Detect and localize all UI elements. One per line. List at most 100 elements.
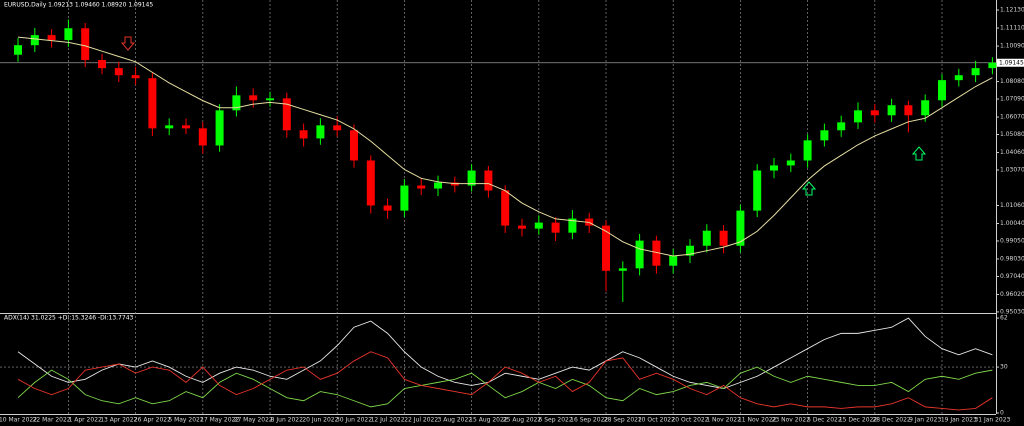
candle-body — [316, 125, 325, 139]
x-tick-label: 17 May 2022 — [200, 417, 239, 424]
candle-body — [501, 190, 510, 226]
current-price-box — [997, 58, 1024, 67]
y-tick-label: 0.96020 — [1000, 291, 1024, 298]
x-tick-label: 25 Aug 2022 — [503, 417, 542, 424]
y-tick-label: 0 — [1000, 410, 1004, 417]
chart-title: EURUSD,Daily 1.09213 1.09460 1.08920 1.0… — [4, 2, 153, 9]
current-price-label: 1.09145 — [999, 59, 1024, 66]
y-tick-label: 1.06070 — [1000, 114, 1024, 121]
x-tick-label: 28 Sep 2022 — [604, 417, 642, 424]
candle-body — [417, 185, 426, 189]
candle-body — [803, 140, 812, 161]
x-tick-label: 6 Sep 2022 — [538, 417, 572, 424]
x-tick-label: 23 Nov 2022 — [772, 417, 811, 424]
candle-body — [266, 98, 274, 101]
x-tick-label: 5 Dec 2022 — [807, 417, 842, 424]
candle-body — [114, 68, 123, 76]
x-tick-label: 26 Apr 2022 — [134, 417, 171, 424]
candle-body — [366, 160, 375, 206]
x-tick-label: 10 Oct 2022 — [638, 417, 675, 424]
x-tick-label: 10 Mar 2022 — [0, 417, 37, 424]
candle-body — [820, 130, 829, 141]
candle-body — [215, 110, 224, 146]
y-tick-label: 1.10090 — [1000, 43, 1024, 50]
candle-body — [702, 230, 711, 246]
x-tick-label: 20 Oct 2022 — [671, 417, 708, 424]
candle-body — [30, 35, 39, 46]
candle-body — [165, 125, 174, 129]
x-tick-label: 3 Aug 2022 — [437, 417, 472, 424]
candle-body — [350, 130, 358, 161]
x-tick-label: 9 Jan 2023 — [909, 417, 941, 424]
candle-body — [652, 240, 661, 266]
indicator-line — [17, 351, 993, 411]
candle-body — [484, 170, 493, 191]
y-tick-label: 30 — [1000, 364, 1008, 371]
candle-body — [81, 28, 90, 61]
y-tick-label: 1.03070 — [1000, 167, 1024, 174]
candle-body — [753, 170, 762, 211]
x-tick-label: 27 May 2022 — [234, 417, 273, 424]
candle-body — [870, 110, 879, 116]
y-tick-label: 1.05080 — [1000, 131, 1024, 138]
candle-body — [400, 185, 409, 211]
indicator-line — [17, 317, 993, 389]
x-tick-label: 15 Dec 2022 — [839, 417, 878, 424]
candle-body — [854, 110, 862, 123]
y-tick-label: 1.07090 — [1000, 96, 1024, 103]
candle-body — [64, 28, 73, 41]
candle-body — [383, 205, 392, 211]
candle-body — [249, 95, 258, 101]
x-tick-label: 8 Jun 2022 — [271, 417, 303, 424]
x-tick-label: 16 Sep 2022 — [570, 417, 608, 424]
candle-body — [618, 268, 627, 271]
candle-body — [534, 222, 543, 229]
candle-body — [904, 105, 913, 116]
y-tick-label: 1.04060 — [1000, 149, 1024, 156]
indicator-title: ADX(14) 31.0225 +DI:15.3246 -DI:13.7743 — [4, 315, 134, 322]
candle-body — [568, 218, 577, 233]
candle-body — [736, 210, 745, 246]
candle-body — [14, 45, 22, 55]
candle-body — [719, 230, 728, 246]
sell-arrow — [120, 36, 136, 51]
candle-body — [131, 75, 140, 79]
candle-body — [232, 95, 241, 111]
candle-body — [602, 225, 610, 271]
candle-body — [182, 125, 190, 129]
y-tick-label: 1.08080 — [1000, 78, 1024, 85]
x-tick-label: 15 Aug 2022 — [469, 417, 508, 424]
indicator-line — [17, 366, 993, 408]
y-tick-label: 1.00040 — [1000, 220, 1024, 227]
y-tick-label: 0.97040 — [1000, 273, 1024, 280]
y-tick-label: 0.99050 — [1000, 237, 1024, 244]
candle-body — [47, 35, 56, 41]
x-tick-label: 28 Dec 2022 — [872, 417, 911, 424]
x-tick-label: 12 Jul 2022 — [371, 417, 405, 424]
candle-body — [148, 78, 157, 129]
x-tick-label: 13 Apr 2022 — [100, 417, 137, 424]
candle-body — [467, 170, 476, 186]
candle-body — [988, 62, 997, 69]
x-tick-label: 22 Jul 2022 — [404, 417, 438, 424]
candle-body — [921, 100, 930, 116]
x-tick-label: 11 Nov 2022 — [738, 417, 777, 424]
y-tick-label: 0.95030 — [1000, 308, 1024, 315]
candle-body — [198, 128, 207, 146]
x-tick-label: 22 Mar 2022 — [33, 417, 71, 424]
y-tick-label: 0.98030 — [1000, 255, 1024, 262]
candle-body — [635, 240, 644, 269]
candle-body — [299, 130, 308, 139]
y-tick-label: 62 — [1000, 315, 1008, 322]
x-tick-label: 31 Jan 2023 — [974, 417, 1010, 424]
candle-body — [938, 80, 946, 101]
candle-body — [98, 60, 106, 69]
y-tick-label: 1.12130 — [1000, 7, 1024, 14]
x-tick-label: 5 May 2022 — [168, 417, 203, 424]
candle-body — [954, 75, 963, 81]
candle-body — [434, 182, 442, 189]
candle-body — [669, 255, 678, 266]
candle-body — [551, 222, 560, 233]
y-tick-label: 1.01060 — [1000, 202, 1024, 209]
